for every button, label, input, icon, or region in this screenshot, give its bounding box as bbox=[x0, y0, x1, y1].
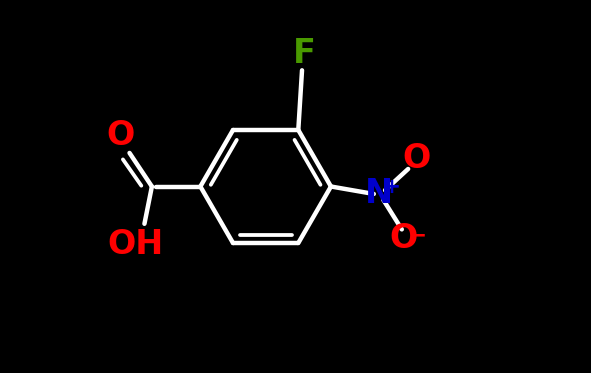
Text: OH: OH bbox=[107, 228, 163, 261]
Text: O: O bbox=[389, 222, 418, 255]
Text: F: F bbox=[293, 37, 316, 70]
Text: −: − bbox=[409, 225, 427, 245]
Text: O: O bbox=[402, 142, 431, 175]
Text: +: + bbox=[382, 177, 400, 197]
Text: O: O bbox=[106, 119, 134, 151]
Text: N: N bbox=[365, 178, 394, 210]
